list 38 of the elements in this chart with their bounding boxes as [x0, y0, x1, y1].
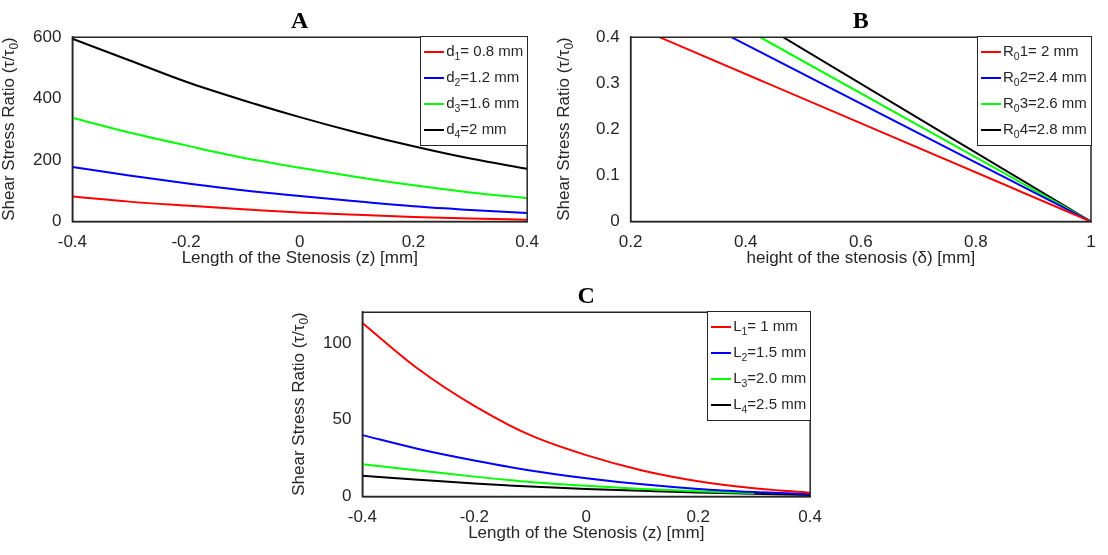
chart-title: C: [577, 282, 595, 310]
line-series: [72, 37, 528, 170]
x-tick-label: -0.4: [347, 507, 378, 527]
y-tick-label: 50: [332, 409, 352, 429]
y-tick-label: 600: [32, 26, 62, 46]
y-tick-label: 200: [32, 149, 62, 169]
line-series: [362, 463, 756, 495]
y-tick-label: 0: [341, 486, 352, 506]
legend-label: L$_{1}$= 1 mm: [733, 317, 798, 338]
legend-label: d$_{2}$=1.2 mm: [446, 68, 520, 89]
chart-title: A: [291, 7, 309, 35]
y-tick-label: 400: [32, 88, 62, 108]
y-tick-label: 0.3: [595, 72, 620, 92]
y-tick-label: 0.4: [595, 26, 620, 46]
legend-label: d$_{3}$=1.6 mm: [446, 94, 520, 115]
legend-label: R$_{0}$1= 2 mm: [1003, 42, 1079, 63]
y-tick-label: 0.2: [595, 119, 620, 139]
legend-label: R$_{0}$2=2.4 mm: [1003, 68, 1087, 89]
legend-label: R$_{0}$4=2.8 mm: [1003, 120, 1087, 141]
x-tick-label: 1: [1086, 232, 1096, 252]
line-series: [72, 165, 528, 214]
chart-title: B: [852, 7, 869, 35]
legend-label: d$_{4}$=2 mm: [446, 120, 507, 141]
line-series: [362, 321, 811, 494]
x-tick-label: 0.2: [618, 232, 643, 252]
x-tick-label: 0.4: [515, 232, 539, 252]
legend-label: L$_{4}$=2.5 mm: [733, 395, 807, 416]
legend-label: d$_{1}$= 0.8 mm: [446, 42, 524, 63]
y-tick-label: 0.1: [595, 165, 620, 185]
y-tick-label: 0: [51, 211, 62, 231]
y-tick-label: 100: [322, 332, 352, 352]
line-series: [72, 116, 528, 200]
legend-label: L$_{3}$=2.0 mm: [733, 369, 807, 390]
y-tick-label: 0: [610, 211, 620, 231]
legend-label: R$_{0}$3=2.6 mm: [1003, 94, 1087, 115]
x-tick-label: -0.4: [57, 232, 88, 252]
legend-label: L$_{2}$=1.5 mm: [733, 343, 807, 364]
x-tick-label: 0.4: [798, 507, 822, 527]
